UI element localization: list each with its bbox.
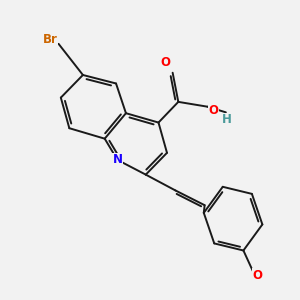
Text: O: O	[160, 56, 171, 69]
Text: H: H	[221, 113, 231, 126]
Text: O: O	[253, 269, 262, 282]
Text: N: N	[112, 153, 122, 167]
Text: O: O	[209, 104, 219, 117]
Text: Br: Br	[43, 33, 58, 46]
